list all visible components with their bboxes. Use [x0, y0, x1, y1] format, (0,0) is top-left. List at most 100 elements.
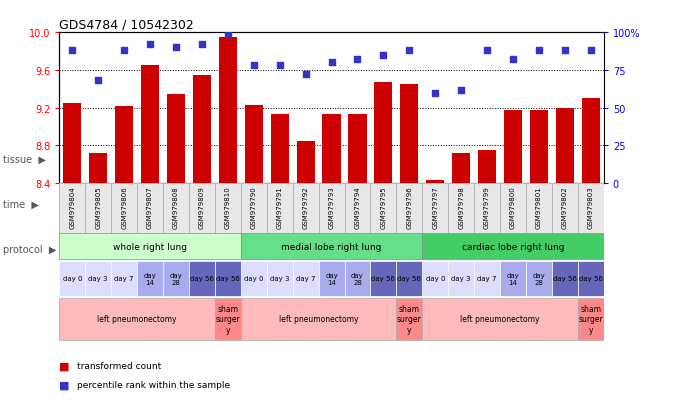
Point: [585, 48, 596, 55]
Text: GDS4784 / 10542302: GDS4784 / 10542302: [59, 19, 194, 32]
Bar: [552, 261, 578, 297]
Bar: [163, 261, 189, 297]
Text: GSM979802: GSM979802: [562, 186, 568, 229]
Text: day 0: day 0: [426, 276, 445, 282]
Bar: [400, 85, 418, 184]
Text: GSM979792: GSM979792: [303, 186, 309, 229]
Text: day 56: day 56: [579, 276, 603, 282]
Bar: [241, 298, 396, 340]
Bar: [371, 261, 396, 297]
Point: [222, 31, 233, 38]
Bar: [318, 261, 345, 297]
Text: day 56: day 56: [216, 276, 240, 282]
Bar: [241, 261, 267, 297]
Point: [352, 57, 363, 64]
Bar: [215, 261, 241, 297]
Text: tissue  ▶: tissue ▶: [3, 154, 46, 164]
Bar: [137, 184, 163, 233]
Text: left pneumonectomy: left pneumonectomy: [279, 315, 358, 323]
Bar: [241, 234, 422, 260]
Text: left pneumonectomy: left pneumonectomy: [460, 315, 540, 323]
Text: medial lobe right lung: medial lobe right lung: [281, 242, 382, 251]
Text: day 3: day 3: [270, 276, 290, 282]
Text: protocol  ▶: protocol ▶: [3, 245, 57, 255]
Bar: [167, 94, 185, 184]
Point: [456, 87, 467, 94]
Text: GSM979805: GSM979805: [95, 186, 101, 229]
Point: [326, 60, 337, 66]
Bar: [396, 261, 422, 297]
Bar: [193, 76, 211, 184]
Point: [430, 90, 441, 97]
Bar: [500, 261, 526, 297]
Point: [559, 48, 570, 55]
Text: day 3: day 3: [89, 276, 108, 282]
Point: [482, 48, 493, 55]
Text: ■: ■: [59, 380, 73, 390]
Bar: [452, 154, 470, 184]
Bar: [474, 261, 500, 297]
Text: GSM979806: GSM979806: [121, 186, 127, 229]
Text: GSM979801: GSM979801: [536, 186, 542, 229]
Bar: [85, 261, 111, 297]
Text: day
28: day 28: [351, 272, 364, 285]
Text: GSM979808: GSM979808: [173, 186, 179, 229]
Text: GSM979790: GSM979790: [251, 186, 257, 229]
Text: day
14: day 14: [507, 272, 519, 285]
Text: cardiac lobe right lung: cardiac lobe right lung: [462, 242, 564, 251]
Text: GSM979793: GSM979793: [329, 186, 334, 229]
Bar: [59, 298, 215, 340]
Bar: [189, 184, 215, 233]
Text: GSM979800: GSM979800: [510, 186, 516, 229]
Bar: [578, 261, 604, 297]
Bar: [318, 184, 345, 233]
Bar: [426, 181, 445, 184]
Bar: [552, 184, 578, 233]
Text: transformed count: transformed count: [77, 361, 161, 370]
Bar: [526, 261, 552, 297]
Bar: [396, 184, 422, 233]
Bar: [578, 298, 604, 340]
Text: day 56: day 56: [553, 276, 577, 282]
Point: [248, 63, 260, 69]
Text: GSM979798: GSM979798: [458, 186, 464, 229]
Text: GSM979803: GSM979803: [588, 186, 594, 229]
Point: [196, 42, 207, 48]
Bar: [141, 66, 159, 184]
Text: day 7: day 7: [296, 276, 315, 282]
Text: percentile rank within the sample: percentile rank within the sample: [77, 380, 230, 389]
Bar: [578, 184, 604, 233]
Bar: [111, 184, 137, 233]
Bar: [422, 234, 604, 260]
Bar: [581, 99, 600, 184]
Text: day
14: day 14: [325, 272, 338, 285]
Text: day 7: day 7: [477, 276, 497, 282]
Bar: [322, 115, 341, 184]
Bar: [474, 184, 500, 233]
Bar: [137, 261, 163, 297]
Text: day 0: day 0: [244, 276, 264, 282]
Text: ■: ■: [59, 361, 73, 370]
Bar: [448, 184, 474, 233]
Point: [300, 72, 311, 78]
Point: [403, 48, 415, 55]
Text: GSM979796: GSM979796: [406, 186, 413, 229]
Text: day
28: day 28: [533, 272, 545, 285]
Bar: [530, 110, 548, 184]
Text: time  ▶: time ▶: [3, 199, 39, 209]
Point: [507, 57, 519, 64]
Text: day 56: day 56: [190, 276, 214, 282]
Bar: [500, 184, 526, 233]
Bar: [556, 108, 574, 184]
Text: GSM979804: GSM979804: [69, 186, 75, 229]
Text: day 56: day 56: [397, 276, 422, 282]
Text: GSM979807: GSM979807: [147, 186, 153, 229]
Point: [67, 48, 78, 55]
Bar: [422, 184, 448, 233]
Bar: [267, 184, 292, 233]
Point: [93, 78, 104, 85]
Text: GSM979799: GSM979799: [484, 186, 490, 229]
Text: sham
surger
y: sham surger y: [216, 304, 240, 334]
Text: sham
surger
y: sham surger y: [579, 304, 603, 334]
Text: day
14: day 14: [144, 272, 156, 285]
